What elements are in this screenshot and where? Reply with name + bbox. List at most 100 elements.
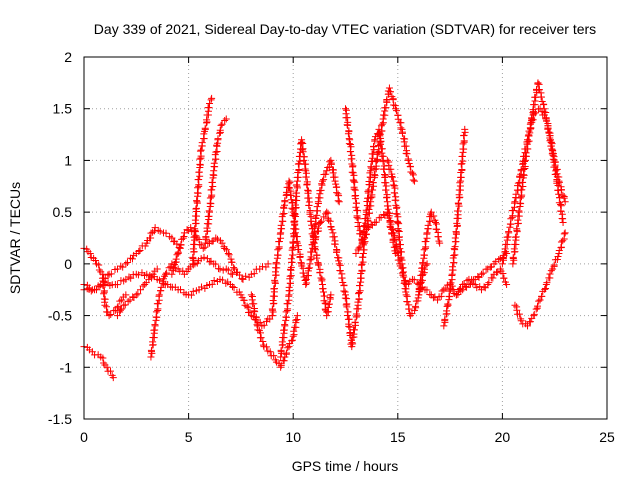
- data-point-interp: [312, 246, 320, 254]
- data-point-interp: [451, 234, 459, 242]
- data-point-interp: [274, 246, 282, 254]
- data-point-interp: [317, 217, 325, 225]
- data-point: [534, 79, 542, 87]
- data-point-interp: [543, 117, 551, 125]
- data-point-interp: [387, 165, 395, 173]
- data-point: [109, 374, 117, 382]
- data-point-interp: [411, 302, 419, 310]
- data-point-interp: [118, 305, 126, 313]
- data-point-interp: [549, 155, 557, 163]
- data-point: [277, 353, 285, 361]
- series-arc-4: [113, 265, 161, 320]
- data-point-interp: [282, 308, 290, 316]
- data-point-interp: [279, 217, 287, 225]
- data-point-interp: [210, 159, 218, 167]
- data-point-interp: [355, 290, 363, 298]
- series-arc-8: [201, 115, 230, 247]
- data-point-interp: [297, 259, 305, 267]
- data-point-interp: [347, 155, 355, 163]
- data-point-interp: [338, 274, 346, 282]
- data-point-interp: [251, 308, 259, 316]
- data-point-interp: [429, 294, 437, 302]
- data-point-interp: [448, 282, 456, 290]
- data-point-interp: [116, 297, 124, 305]
- data-point-interp: [135, 247, 143, 255]
- data-point-interp: [347, 148, 355, 155]
- data-point-interp: [504, 233, 512, 241]
- data-point-interp: [104, 271, 112, 279]
- data-point-interp: [269, 308, 277, 316]
- data-point-interp: [367, 173, 375, 181]
- data-point-interp: [392, 107, 400, 115]
- data-point-interp: [195, 168, 203, 176]
- data-point-interp: [489, 274, 497, 282]
- data-point-interp: [444, 300, 452, 308]
- data-point-interp: [295, 245, 303, 253]
- data-point: [542, 281, 550, 289]
- data-point-interp: [235, 288, 243, 296]
- data-point: [383, 156, 391, 164]
- data-point-interp: [532, 305, 540, 313]
- data-point-interp: [286, 272, 294, 280]
- data-point-interp: [405, 305, 413, 313]
- data-point-interp: [546, 270, 554, 278]
- data-point-interp: [529, 106, 537, 114]
- data-point-interp: [325, 300, 333, 308]
- data-point: [559, 218, 567, 226]
- data-point-interp: [208, 280, 216, 288]
- data-point-interp: [355, 244, 363, 252]
- data-point-interp: [187, 291, 195, 299]
- x-tick-label: 10: [285, 429, 301, 445]
- data-point-interp: [349, 340, 357, 348]
- data-point-interp: [552, 170, 560, 178]
- data-point-interp: [246, 308, 254, 316]
- data-point-interp: [312, 233, 320, 241]
- data-point-interp: [382, 186, 390, 194]
- data-point-interp: [313, 254, 321, 262]
- data-point-interp: [468, 276, 476, 284]
- data-point-interp: [228, 283, 236, 291]
- data-point: [285, 177, 293, 185]
- data-point-interp: [325, 216, 333, 224]
- data-point-interp: [303, 181, 311, 189]
- data-point-interp: [540, 101, 548, 109]
- data-point-interp: [127, 274, 135, 282]
- series-arc-22: [509, 79, 567, 268]
- data-point-interp: [243, 302, 251, 310]
- data-point-interp: [287, 191, 295, 199]
- data-point-interp: [378, 120, 386, 128]
- data-point-interp: [410, 276, 418, 284]
- data-point-interp: [542, 284, 550, 292]
- data-point-interp: [270, 352, 278, 360]
- data-point-interp: [348, 160, 356, 168]
- data-point-interp: [288, 244, 296, 252]
- data-point-interp: [155, 276, 163, 284]
- data-point-interp: [299, 269, 307, 277]
- data-point: [266, 348, 274, 356]
- plot-frame: [83, 56, 608, 420]
- data-point-interp: [313, 203, 321, 211]
- data-point-interp: [365, 209, 373, 217]
- data-point: [530, 312, 538, 320]
- x-tick-label: 20: [495, 429, 511, 445]
- data-point-interp: [514, 179, 522, 187]
- data-point-interp: [151, 321, 159, 329]
- data-point-interp: [106, 367, 114, 375]
- data-point-interp: [371, 172, 379, 180]
- data-point: [511, 301, 519, 309]
- data-point-interp: [513, 225, 521, 233]
- data-point-interp: [409, 169, 417, 177]
- data-point-interp: [134, 271, 142, 279]
- data-point: [471, 281, 479, 289]
- data-point-interp: [295, 166, 303, 174]
- data-point-interp: [409, 176, 417, 184]
- data-point: [335, 260, 343, 268]
- data-point-interp: [394, 226, 402, 234]
- data-point-interp: [242, 272, 250, 280]
- data-point-interp: [100, 288, 108, 296]
- data-point-interp: [268, 305, 276, 313]
- data-point: [323, 167, 331, 175]
- data-point-interp: [450, 259, 458, 267]
- data-point-interp: [350, 185, 358, 193]
